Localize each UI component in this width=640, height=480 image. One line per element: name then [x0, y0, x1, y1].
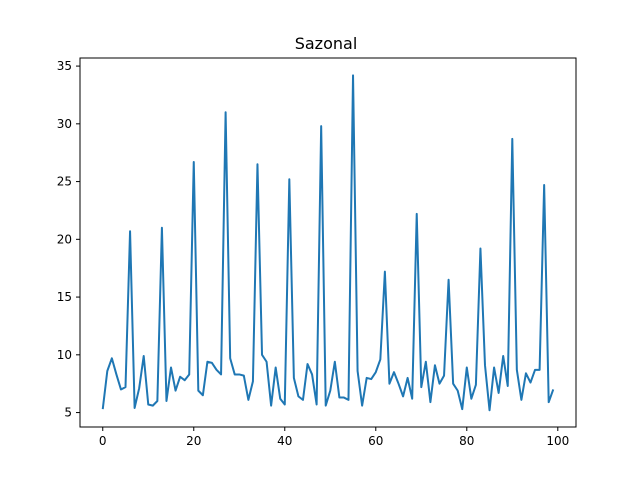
chart-title: Sazonal: [295, 34, 358, 53]
y-tick-label: 20: [57, 232, 72, 246]
series-line: [101, 74, 555, 412]
x-tick-label: 100: [546, 434, 569, 448]
y-tick-label: 25: [57, 175, 72, 189]
x-tick-label: 0: [99, 434, 107, 448]
y-tick-label: 5: [64, 406, 72, 420]
x-tick-label: 40: [277, 434, 292, 448]
y-tick-label: 30: [57, 117, 72, 131]
axes-frame: [79, 57, 577, 428]
y-tick-label: 35: [57, 59, 72, 73]
plot-area: 0 20 40 60 80 100 5 10 15 20 25 30 35: [57, 57, 577, 448]
x-tick-label: 80: [459, 434, 474, 448]
x-tick-label: 20: [186, 434, 201, 448]
y-tick-label: 10: [57, 348, 72, 362]
y-tick-label: 15: [57, 290, 72, 304]
x-tick-label: 60: [368, 434, 383, 448]
